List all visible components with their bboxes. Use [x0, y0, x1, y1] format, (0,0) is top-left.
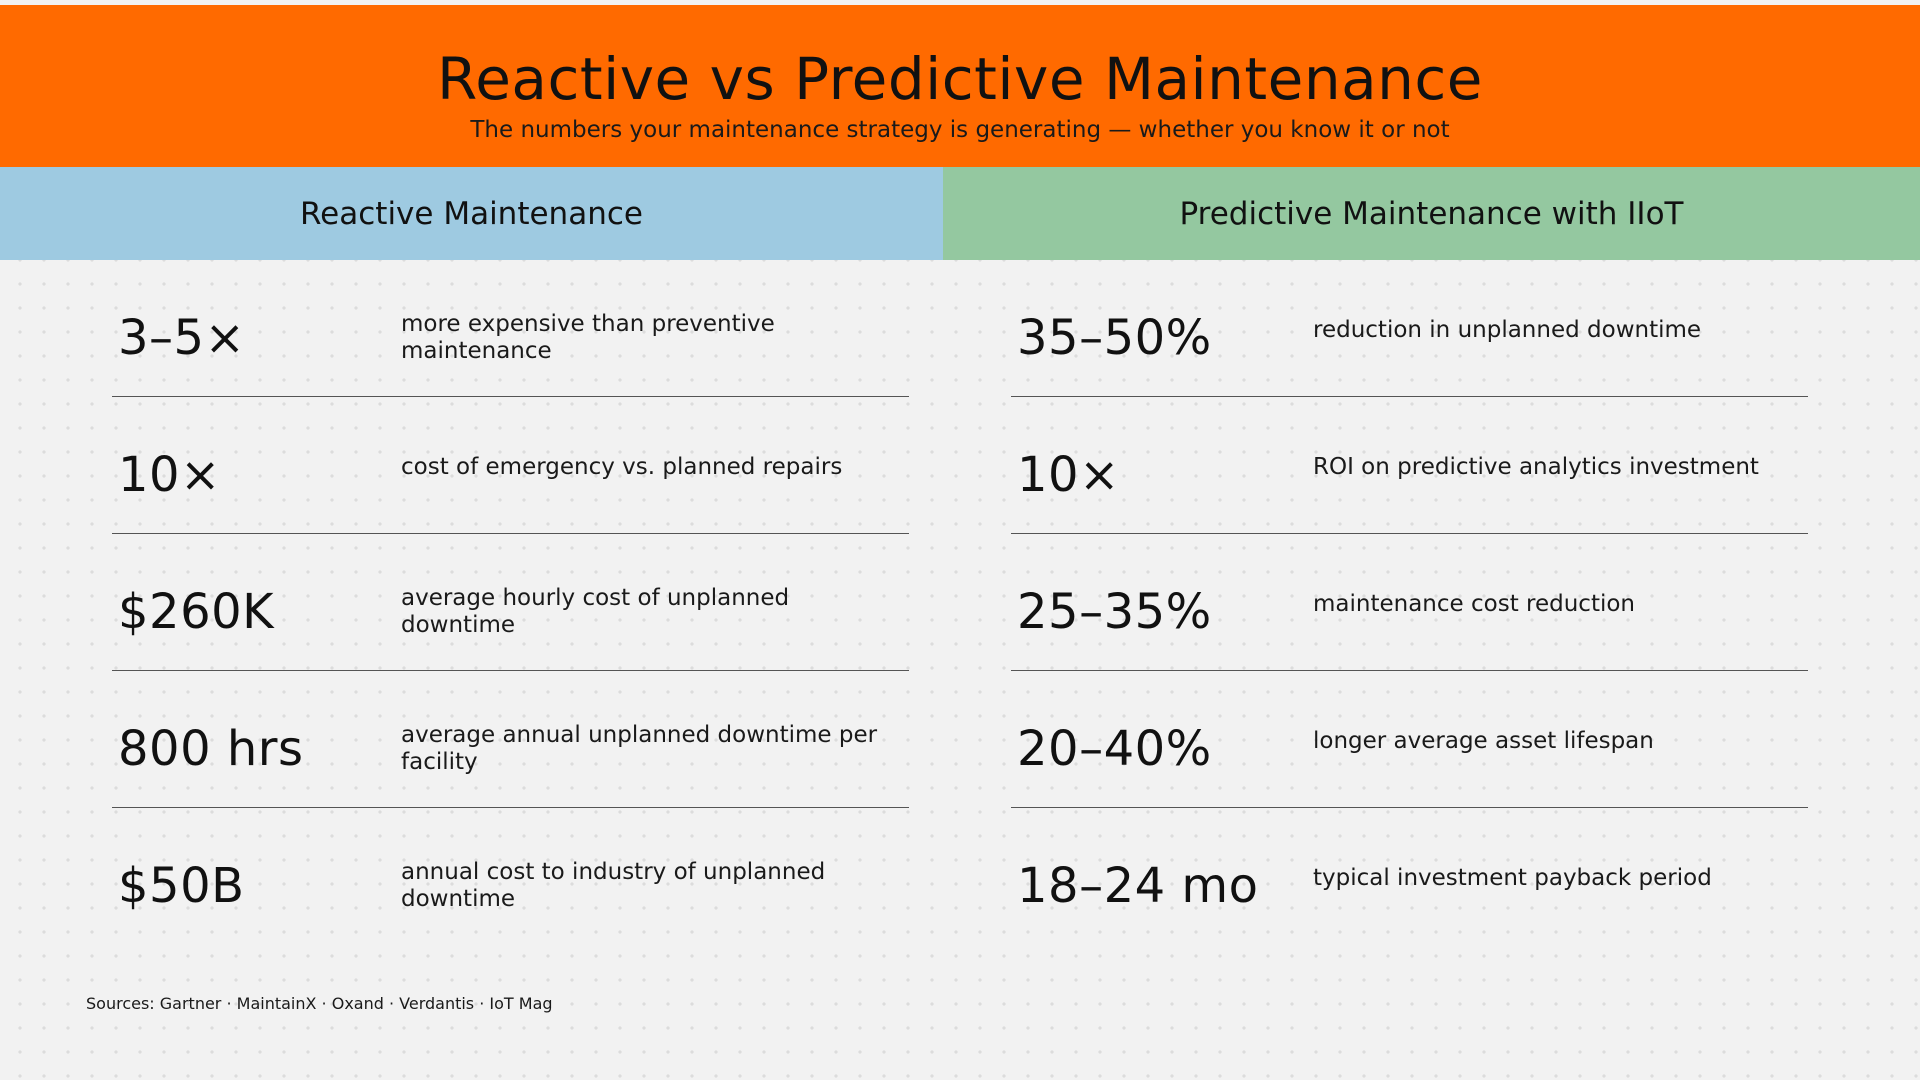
stat-value: 18–24 mo — [1017, 858, 1259, 914]
stat-description: average annual unplanned downtime per fa… — [401, 722, 878, 775]
predictive-stat-row: 20–40% longer average asset lifespan — [1011, 671, 1808, 808]
stat-description: annual cost to industry of unplanned dow… — [401, 859, 826, 912]
stat-description: longer average asset lifespan — [1313, 728, 1654, 754]
stat-value: 20–40% — [1017, 721, 1212, 777]
page-subtitle: The numbers your maintenance strategy is… — [470, 117, 1450, 143]
stat-value: 800 hrs — [118, 721, 304, 777]
page-title: Reactive vs Predictive Maintenance — [437, 45, 1483, 113]
stat-description: average hourly cost of unplanned downtim… — [401, 585, 790, 638]
top-strip — [0, 0, 1920, 5]
stat-description: maintenance cost reduction — [1313, 591, 1635, 617]
predictive-heading: Predictive Maintenance with IIoT — [943, 167, 1920, 260]
predictive-stat-row: 35–50% reduction in unplanned downtime — [1011, 260, 1808, 397]
predictive-stats-list: 35–50% reduction in unplanned downtime 1… — [1011, 260, 1808, 945]
stat-value: $260K — [118, 584, 275, 640]
reactive-stat-row: $260K average hourly cost of unplanned d… — [112, 534, 909, 671]
reactive-heading: Reactive Maintenance — [0, 167, 943, 260]
stat-value: 10× — [1017, 447, 1120, 503]
predictive-stat-row: 25–35% maintenance cost reduction — [1011, 534, 1808, 671]
header-banner: Reactive vs Predictive Maintenance The n… — [0, 5, 1920, 167]
reactive-stat-row: 10× cost of emergency vs. planned repair… — [112, 397, 909, 534]
stat-description: ROI on predictive analytics investment — [1313, 454, 1759, 480]
stat-description: typical investment payback period — [1313, 865, 1712, 891]
predictive-stat-row: 18–24 mo typical investment payback peri… — [1011, 808, 1808, 945]
predictive-stat-row: 10× ROI on predictive analytics investme… — [1011, 397, 1808, 534]
stat-value: 3–5× — [118, 310, 246, 366]
stat-description: cost of emergency vs. planned repairs — [401, 454, 843, 480]
reactive-stat-row: 3–5× more expensive than preventive main… — [112, 260, 909, 397]
stat-value: 25–35% — [1017, 584, 1212, 640]
reactive-stat-row: $50B annual cost to industry of unplanne… — [112, 808, 909, 945]
sources-footnote: Sources: Gartner · MaintainX · Oxand · V… — [86, 994, 553, 1013]
stat-value: 10× — [118, 447, 221, 503]
stat-value: $50B — [118, 858, 245, 914]
stat-description: reduction in unplanned downtime — [1313, 317, 1702, 343]
stat-description: more expensive than preventive maintenan… — [401, 311, 775, 364]
reactive-stat-row: 800 hrs average annual unplanned downtim… — [112, 671, 909, 808]
reactive-stats-list: 3–5× more expensive than preventive main… — [112, 260, 909, 945]
stat-value: 35–50% — [1017, 310, 1212, 366]
